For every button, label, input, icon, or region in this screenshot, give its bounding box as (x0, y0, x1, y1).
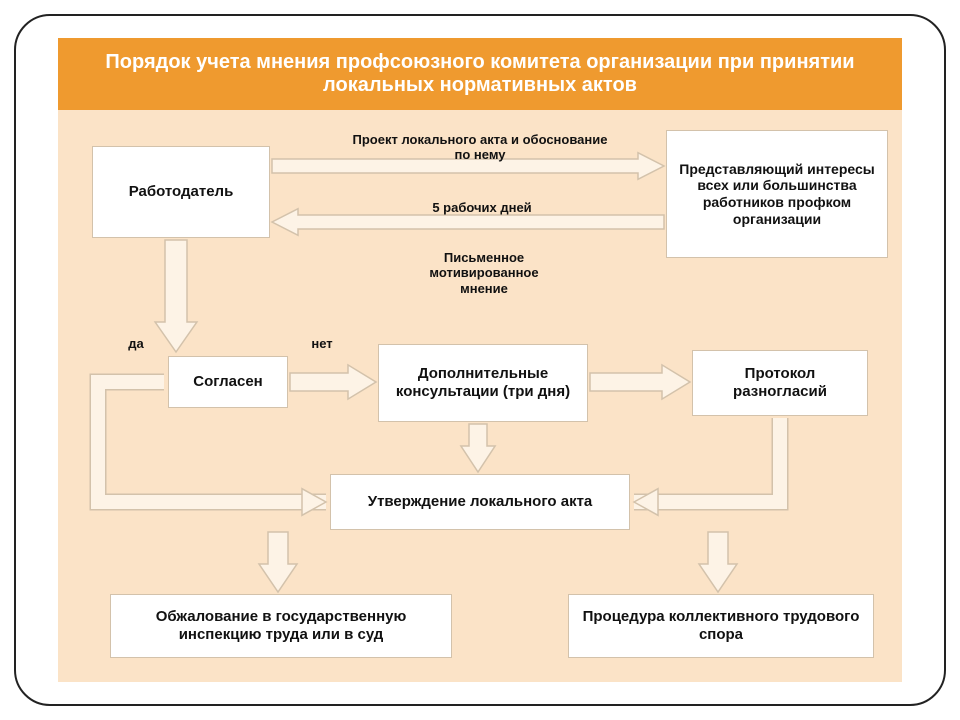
label-yes: да (116, 336, 156, 351)
label-days: 5 рабочих дней (422, 200, 542, 215)
elbow-head-e_agree_da (302, 489, 326, 516)
arrow-a_approve_appeal (259, 532, 297, 592)
node-appeal: Обжалование в государственную инспекцию … (110, 594, 452, 658)
arrow-a_consult_protocol (590, 365, 690, 399)
arrow-a_consult_down (461, 424, 495, 472)
node-employer: Работодатель (92, 146, 270, 238)
node-approve: Утверждение локального акта (330, 474, 630, 530)
arrow-a_emp_down (155, 240, 197, 352)
label-no: нет (302, 336, 342, 351)
node-collective: Процедура коллективного трудового спора (568, 594, 874, 658)
node-profkom: Представляющий интересы всех или большин… (666, 130, 888, 258)
label-opin: Письменное мотивированное мнение (404, 250, 564, 296)
node-agree: Согласен (168, 356, 288, 408)
elbow-head-e_protocol_approve (634, 489, 658, 516)
node-consult: Дополнительные консультации (три дня) (378, 344, 588, 422)
diagram-canvas: Порядок учета мнения профсоюзного комите… (58, 38, 902, 682)
label-proj: Проект локального акта и обоснование по … (346, 132, 614, 163)
arrow-a_approve_collective (699, 532, 737, 592)
node-protocol: Протокол разногласий (692, 350, 868, 416)
arrow-a_agree_consult (290, 365, 376, 399)
